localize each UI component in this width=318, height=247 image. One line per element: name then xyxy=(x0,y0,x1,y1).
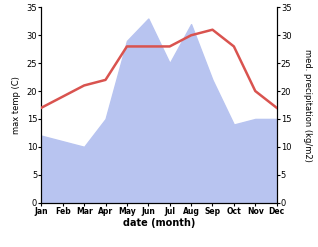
X-axis label: date (month): date (month) xyxy=(123,219,195,228)
Y-axis label: max temp (C): max temp (C) xyxy=(12,76,21,134)
Y-axis label: med. precipitation (kg/m2): med. precipitation (kg/m2) xyxy=(302,49,312,161)
